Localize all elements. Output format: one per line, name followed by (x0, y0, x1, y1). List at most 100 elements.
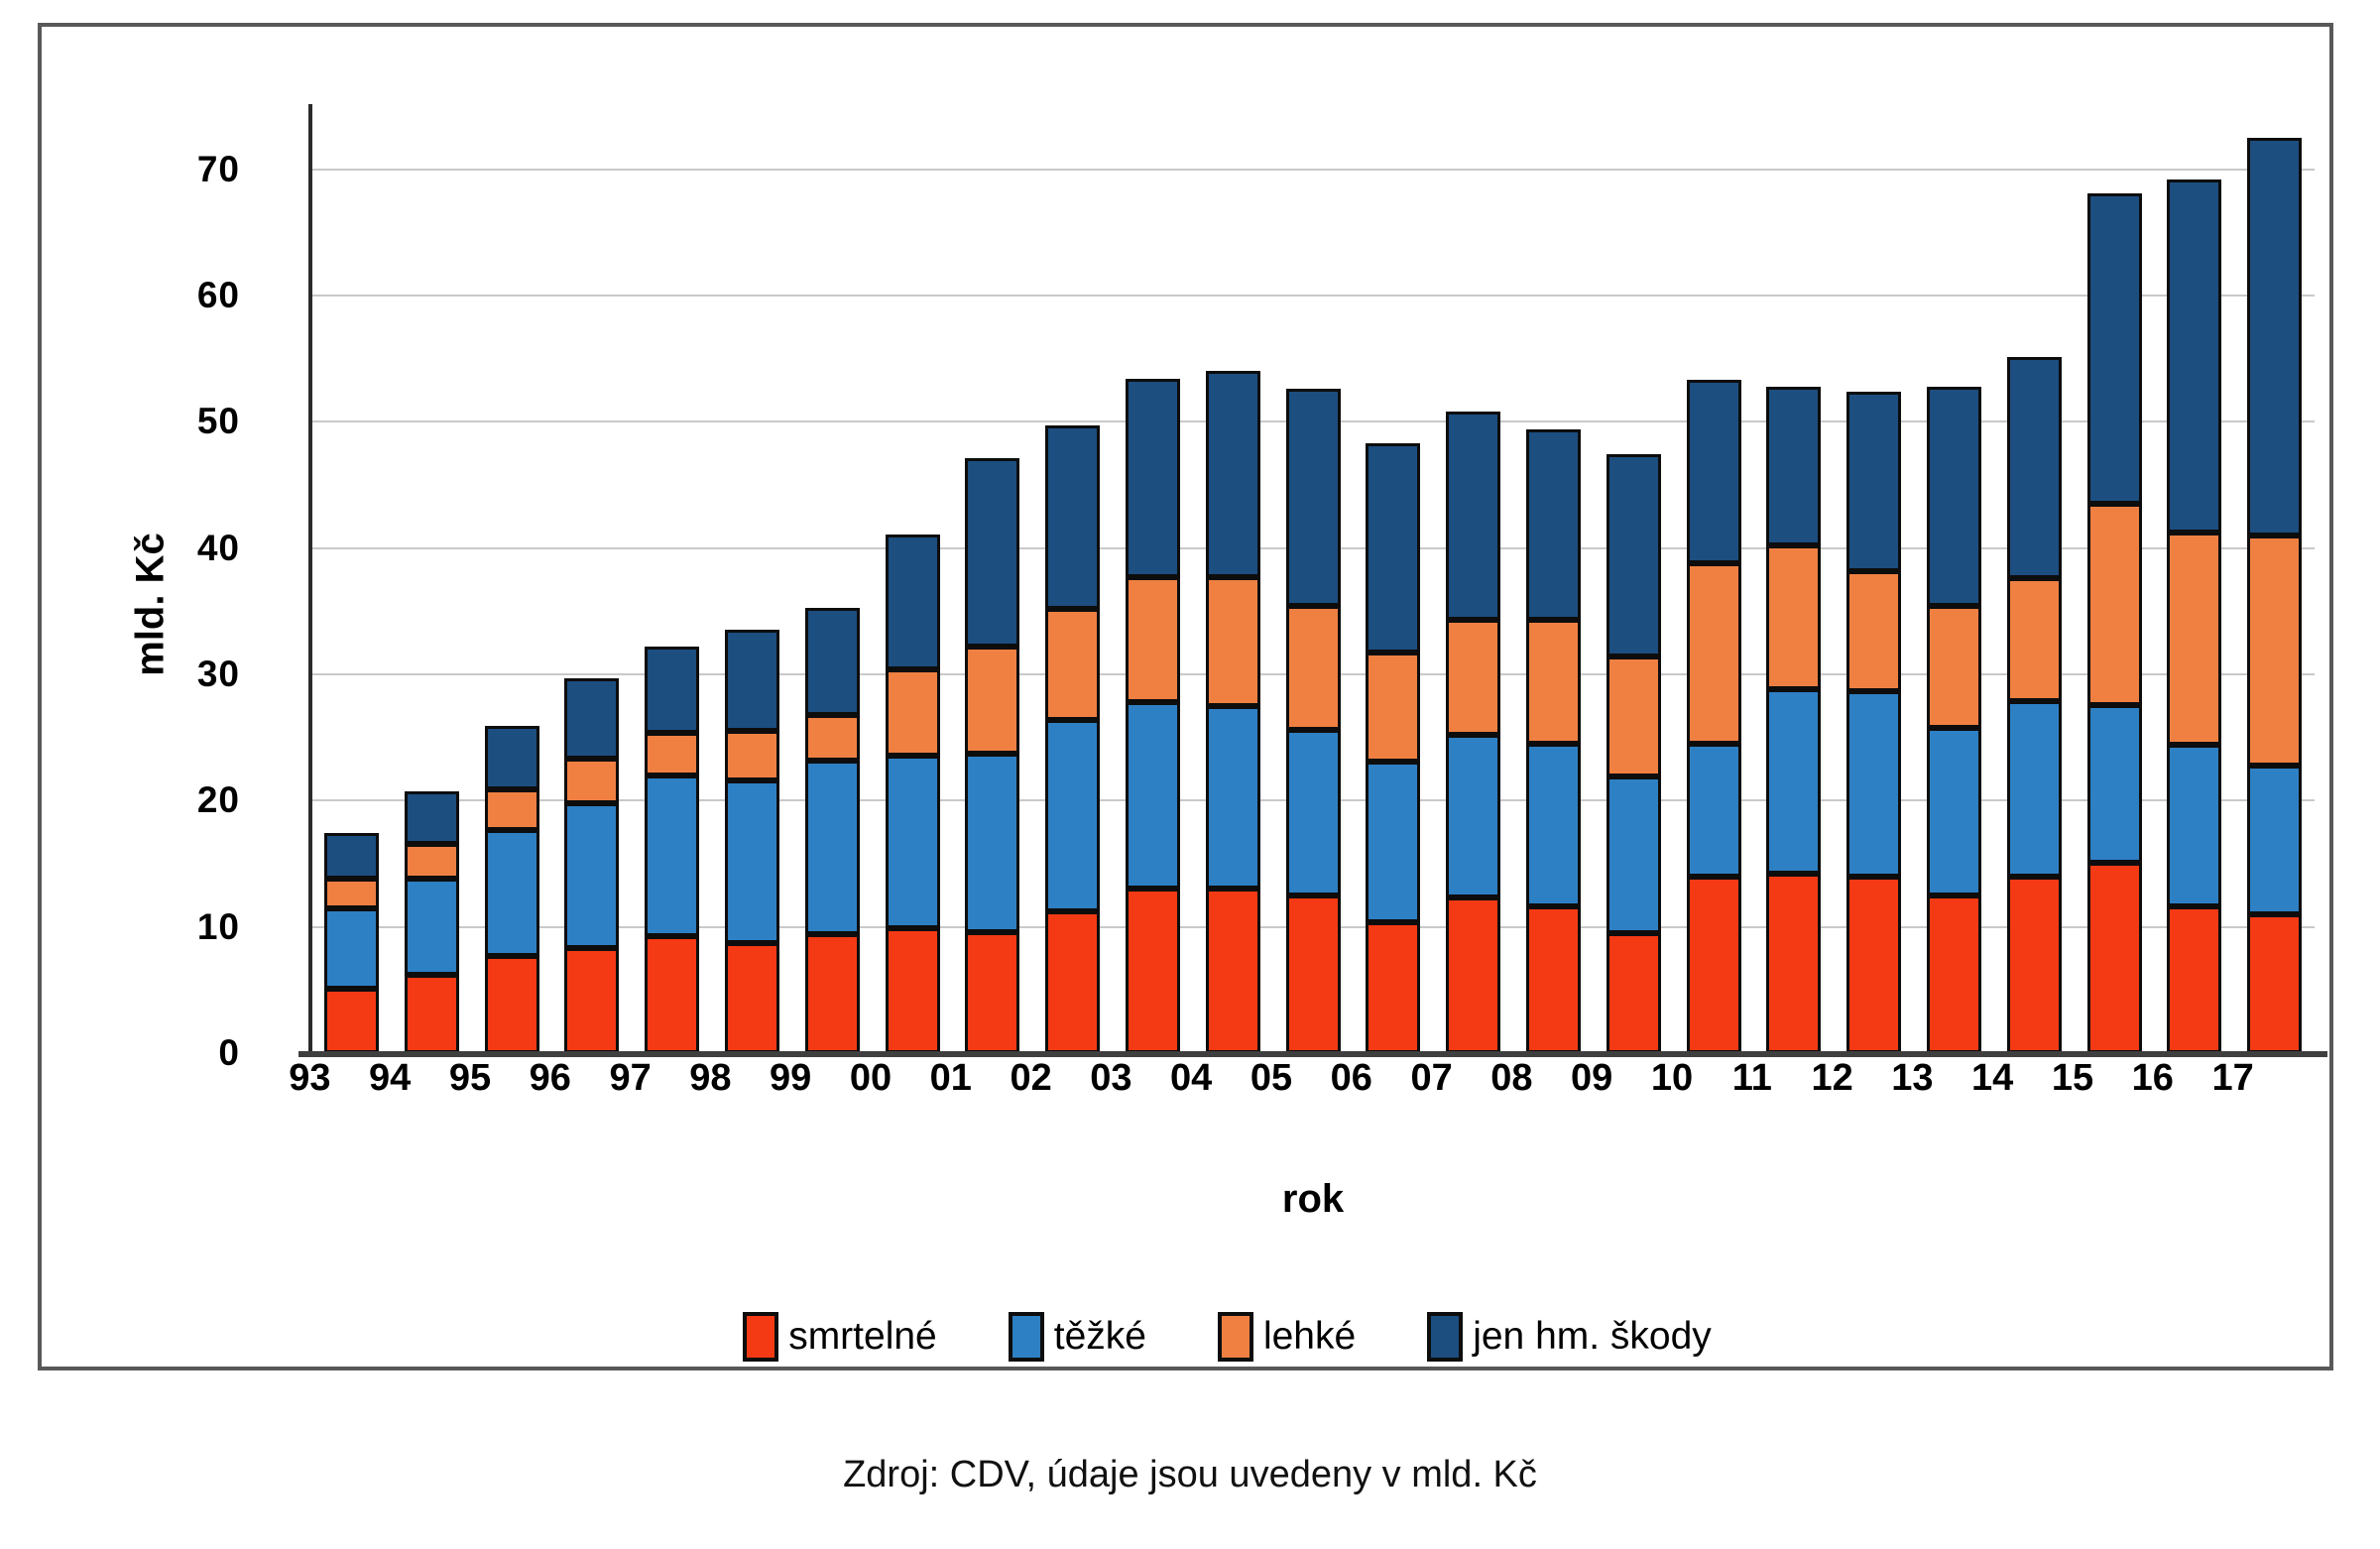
bar-17-segment-jen-hm-kody (2247, 137, 2303, 536)
bar-96-segment-jen-hm-kody (564, 677, 620, 760)
bar-97-segment-lehk- (645, 732, 700, 775)
bar-93-segment-jen-hm-kody (323, 833, 379, 880)
x-tick-label-00: 00 (849, 1057, 892, 1099)
bar-95-segment-smrteln- (484, 955, 539, 1053)
bar-01-segment-jen-hm-kody (965, 458, 1020, 648)
bar-99-segment-t-k- (804, 760, 860, 935)
bar-12-segment-smrteln- (1846, 876, 1902, 1053)
bar-03-segment-jen-hm-kody (1125, 379, 1180, 577)
bar-17-segment-lehk- (2247, 535, 2303, 766)
chart-legend: smrtelné těžké lehké jen hm. škody (79, 1312, 2375, 1362)
legend-label: těžké (1053, 1315, 1146, 1358)
bar-04 (1205, 371, 1260, 1053)
x-tick-label-07: 07 (1410, 1057, 1453, 1099)
bar-08 (1525, 429, 1581, 1053)
x-tick-label-06: 06 (1330, 1057, 1372, 1099)
y-tick-label-70: 70 (196, 148, 240, 189)
bar-11-segment-smrteln- (1766, 874, 1822, 1053)
bar-00-segment-t-k- (885, 755, 940, 928)
legend-label: smrtelné (788, 1315, 937, 1358)
bar-10-segment-lehk- (1686, 562, 1741, 745)
x-tick-label-96: 96 (529, 1057, 571, 1099)
x-axis-line (298, 1051, 2327, 1057)
x-tick-label-14: 14 (1971, 1057, 2014, 1099)
bar-03-segment-smrteln- (1125, 889, 1180, 1053)
legend-swatch-icon (1427, 1312, 1464, 1362)
legend-label: lehké (1262, 1315, 1357, 1358)
bar-95 (484, 726, 539, 1053)
bar-11 (1766, 386, 1822, 1053)
bar-95-segment-t-k- (484, 829, 539, 956)
gridline-60 (311, 295, 2315, 297)
x-tick-label-94: 94 (369, 1057, 412, 1099)
bar-12-segment-t-k- (1846, 690, 1902, 877)
x-tick-label-03: 03 (1090, 1057, 1132, 1099)
bar-97-segment-t-k- (645, 774, 700, 936)
bar-93-segment-lehk- (323, 879, 379, 908)
bar-01-segment-t-k- (965, 754, 1020, 932)
x-tick-label-13: 13 (1891, 1057, 1934, 1099)
legend-item-jen-hm-kody: jen hm. škody (1427, 1312, 1712, 1362)
bar-15-segment-t-k- (2086, 704, 2142, 863)
bar-14-segment-lehk- (2006, 578, 2062, 701)
bar-02-segment-t-k- (1045, 719, 1101, 912)
legend-label: jen hm. škody (1473, 1315, 1712, 1358)
bar-16-segment-t-k- (2167, 745, 2222, 907)
bar-15-segment-jen-hm-kody (2086, 192, 2142, 505)
bar-97-segment-smrteln- (645, 935, 700, 1053)
bar-05 (1285, 389, 1341, 1053)
x-tick-label-15: 15 (2051, 1057, 2094, 1099)
bar-02-segment-smrteln- (1045, 911, 1101, 1053)
x-tick-label-93: 93 (289, 1057, 331, 1099)
y-tick-label-0: 0 (218, 1032, 240, 1073)
bar-01 (965, 458, 1020, 1053)
legend-swatch-icon (1008, 1312, 1044, 1362)
legend-swatch-icon (743, 1312, 779, 1362)
y-tick-label-10: 10 (196, 905, 240, 947)
x-tick-label-10: 10 (1650, 1057, 1694, 1099)
bar-14-segment-smrteln- (2006, 876, 2062, 1053)
y-tick-label-60: 60 (196, 275, 240, 315)
bar-12-segment-lehk- (1846, 570, 1902, 691)
bar-07-segment-lehk- (1446, 620, 1501, 736)
y-tick-label-20: 20 (196, 779, 240, 821)
bar-03-segment-t-k- (1125, 702, 1180, 890)
x-axis-title: rok (1281, 1177, 1345, 1221)
bar-15-segment-smrteln- (2086, 862, 2142, 1053)
legend-item-smrteln-: smrtelné (743, 1312, 937, 1362)
bar-04-segment-lehk- (1205, 576, 1260, 706)
bar-02 (1045, 425, 1101, 1053)
x-tick-label-99: 99 (770, 1057, 812, 1099)
bar-05-segment-jen-hm-kody (1285, 389, 1341, 607)
bar-13-segment-lehk- (1926, 606, 1981, 728)
bar-13-segment-t-k- (1926, 727, 1981, 895)
bar-95-segment-jen-hm-kody (484, 726, 539, 789)
bar-13-segment-smrteln- (1926, 894, 1981, 1053)
y-tick-label-40: 40 (196, 527, 240, 568)
bar-07 (1446, 412, 1501, 1053)
bar-05-segment-smrteln- (1285, 894, 1341, 1053)
bar-17 (2247, 137, 2303, 1053)
bar-03 (1125, 379, 1180, 1053)
x-tick-label-11: 11 (1731, 1057, 1772, 1099)
bar-10-segment-smrteln- (1686, 876, 1741, 1053)
x-tick-label-04: 04 (1170, 1057, 1213, 1099)
bar-09-segment-smrteln- (1606, 933, 1661, 1053)
bar-11-segment-lehk- (1766, 545, 1822, 690)
bar-93-segment-smrteln- (323, 989, 379, 1053)
legend-item-lehk-: lehké (1217, 1312, 1357, 1362)
bar-07-segment-jen-hm-kody (1446, 412, 1501, 621)
legend-item-t-k-: těžké (1008, 1312, 1146, 1362)
bar-16-segment-lehk- (2167, 533, 2222, 746)
x-tick-label-08: 08 (1490, 1057, 1533, 1099)
bar-98 (724, 630, 779, 1053)
bar-06-segment-lehk- (1366, 653, 1421, 762)
bar-15-segment-lehk- (2086, 504, 2142, 705)
bar-96-segment-t-k- (564, 802, 620, 949)
bar-08-segment-t-k- (1525, 744, 1581, 907)
bar-07-segment-t-k- (1446, 735, 1501, 898)
bar-96-segment-smrteln- (564, 948, 620, 1053)
x-tick-label-02: 02 (1010, 1057, 1052, 1099)
bar-93-segment-t-k- (323, 907, 379, 990)
bar-16 (2167, 179, 2222, 1053)
